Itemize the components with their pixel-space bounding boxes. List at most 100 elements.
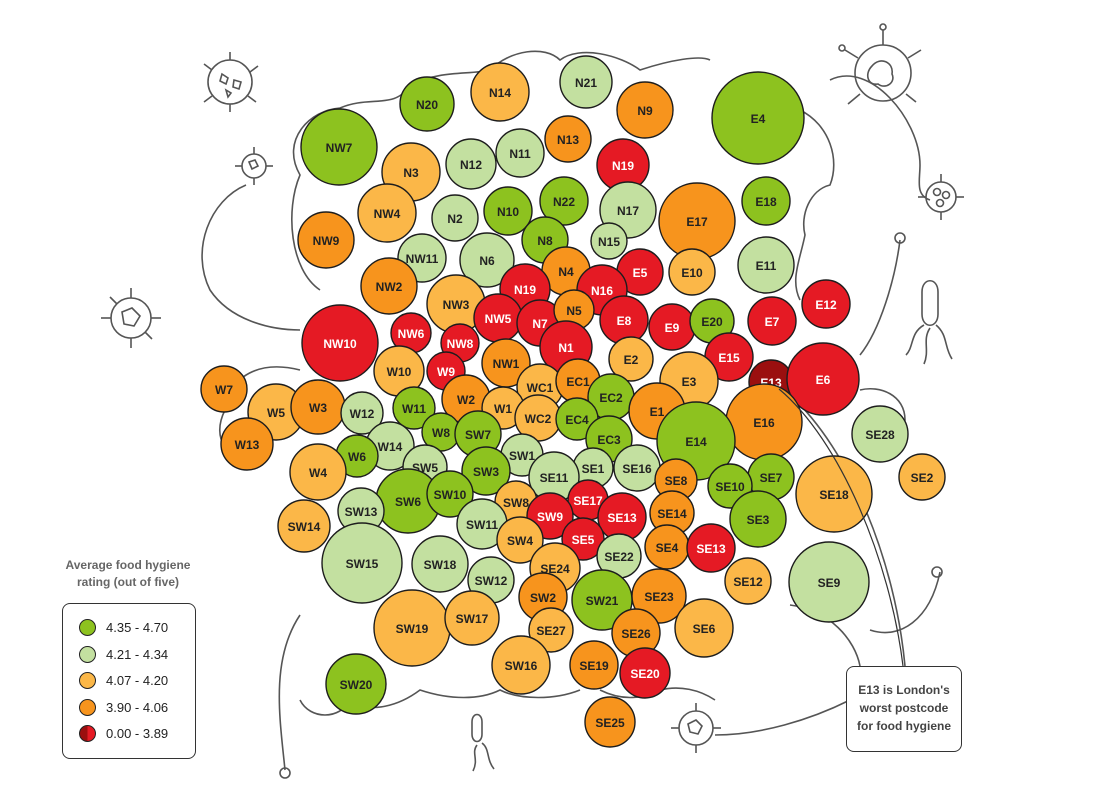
bubble-label-se5: SE5 — [572, 533, 595, 547]
bubble-label-sw15: SW15 — [346, 557, 379, 571]
bubble-circle-se25 — [584, 696, 636, 748]
germ-icon-1 — [203, 52, 259, 112]
postcode-bubble-sw17: SW17 — [444, 590, 500, 646]
postcode-bubble-sw10: SW10 — [426, 470, 474, 518]
legend-item-tier5: 0.00 - 3.89 — [79, 722, 168, 744]
postcode-bubble-nw5: NW5 — [473, 293, 523, 343]
bubble-label-e16: E16 — [753, 416, 775, 430]
bubble-label-sw12: SW12 — [475, 574, 508, 588]
bubble-label-n1: N1 — [558, 341, 574, 355]
legend-swatch-tier4 — [79, 698, 96, 716]
postcode-bubble-n12: N12 — [445, 138, 497, 190]
bubble-circle-sw18 — [411, 535, 469, 593]
postcode-bubble-sw11: SW11 — [456, 498, 508, 550]
bubble-circle-n10 — [483, 186, 533, 236]
bubble-label-w2: W2 — [457, 393, 475, 407]
bubble-label-ec1: EC1 — [566, 375, 590, 389]
bubble-label-sw19: SW19 — [396, 622, 429, 636]
bubble-label-se17: SE17 — [573, 494, 603, 508]
bubble-label-nw7: NW7 — [326, 141, 353, 155]
postcode-bubble-n11: N11 — [495, 128, 545, 178]
bubble-label-se16: SE16 — [622, 462, 652, 476]
bubble-label-sw6: SW6 — [395, 495, 421, 509]
bubble-circle-n15 — [590, 222, 628, 260]
bubble-label-se20: SE20 — [630, 667, 660, 681]
bubble-circle-se12 — [724, 557, 772, 605]
bubble-circle-sw20 — [325, 653, 387, 715]
legend-label-tier1: 4.35 - 4.70 — [106, 619, 169, 635]
bubble-label-sw14: SW14 — [288, 520, 321, 534]
bubble-label-nw3: NW3 — [443, 298, 470, 312]
bubble-label-n11: N11 — [509, 147, 531, 161]
postcode-bubble-n22: N22 — [539, 176, 589, 226]
postcode-bubble-n14: N14 — [470, 62, 530, 122]
postcode-bubble-e6: E6 — [786, 342, 860, 416]
bubble-circle-w7 — [200, 365, 248, 413]
legend-label-tier5: 0.00 - 3.89 — [106, 725, 169, 741]
bubble-label-e15: E15 — [718, 351, 740, 365]
bubble-circle-e2 — [608, 336, 654, 382]
bubble-label-se18: SE18 — [819, 488, 849, 502]
bubble-label-w11: W11 — [402, 402, 426, 416]
bubble-label-nw2: NW2 — [376, 280, 403, 294]
bubble-label-se22: SE22 — [604, 550, 634, 564]
bubble-label-e8: E8 — [617, 314, 632, 328]
bubble-label-se9: SE9 — [818, 576, 841, 590]
germ-icon-6 — [671, 703, 721, 753]
postcode-bubble-n5: N5 — [553, 289, 595, 331]
bubble-circle-nw4 — [357, 183, 417, 243]
postcode-bubble-sw13: SW13 — [337, 487, 385, 535]
legend-item-tier3: 4.07 - 4.20 — [79, 669, 168, 691]
bubble-label-sw3: SW3 — [473, 465, 499, 479]
postcode-bubble-se22: SE22 — [596, 533, 642, 579]
bubble-label-n19: N19 — [612, 159, 634, 173]
postcode-bubble-sw19: SW19 — [373, 589, 451, 667]
bubble-circle-se2 — [898, 453, 946, 501]
bubble-circle-n13 — [544, 115, 592, 163]
legend-label-tier2: 4.21 - 4.34 — [106, 646, 169, 662]
legend-item-tier4: 3.90 - 4.06 — [79, 696, 168, 718]
bubble-circle-se9 — [788, 541, 870, 623]
postcode-bubble-se20: SE20 — [619, 647, 671, 699]
bubble-label-sw2: SW2 — [530, 591, 556, 605]
bubble-circle-n21 — [559, 55, 613, 109]
bubble-circle-sw16 — [491, 635, 551, 695]
postcode-bubble-se2: SE2 — [898, 453, 946, 501]
bubble-label-nw10: NW10 — [323, 337, 357, 351]
bubble-circle-n9 — [616, 81, 674, 139]
postcode-bubble-e5: E5 — [616, 248, 664, 296]
bubble-label-e1: E1 — [650, 405, 665, 419]
bubble-label-n15: N15 — [598, 235, 620, 249]
postcode-bubble-se7: SE7 — [747, 453, 795, 501]
bubble-circle-n6 — [459, 232, 515, 288]
legend: 4.35 - 4.70 4.21 - 4.34 4.07 - 4.20 3.90… — [62, 603, 196, 759]
bubble-label-wc2: WC2 — [525, 412, 552, 426]
bubble-label-se24: SE24 — [540, 562, 570, 576]
postcode-bubble-sw3: SW3 — [461, 446, 511, 496]
postcode-bubble-se9: SE9 — [788, 541, 870, 623]
bubble-label-w7: W7 — [215, 383, 233, 397]
legend-title-line1: Average food hygiene — [65, 558, 191, 572]
bubble-circle-e7 — [747, 296, 797, 346]
bubble-circle-sw14 — [277, 499, 331, 553]
postcode-bubble-se4: SE4 — [644, 524, 690, 570]
bubble-label-e14: E14 — [685, 435, 707, 449]
bubble-label-n7: N7 — [532, 317, 548, 331]
bubble-label-wc1: WC1 — [527, 381, 554, 395]
bubble-circle-sw10 — [426, 470, 474, 518]
bubble-circle-sw3 — [461, 446, 511, 496]
bubble-label-w9: W9 — [437, 365, 455, 379]
bubble-label-nw8: NW8 — [447, 337, 474, 351]
postcode-bubble-sw20: SW20 — [325, 653, 387, 715]
bubble-label-ec3: EC3 — [597, 433, 621, 447]
postcode-bubble-n9: N9 — [616, 81, 674, 139]
bubble-label-n16: N16 — [591, 284, 613, 298]
postcode-bubble-sw15: SW15 — [321, 522, 403, 604]
postcode-bubbles: N20 N14 N21 N9 E4 NW7 N13 N12 N11 N3 N19 N22 N17 E17 E… — [200, 55, 946, 748]
postcode-bubble-n15: N15 — [590, 222, 628, 260]
bubble-label-w12: W12 — [350, 407, 375, 421]
legend-title-line2: rating (out of five) — [77, 575, 179, 589]
bubble-label-se4: SE4 — [656, 541, 679, 555]
bubble-circle-e4 — [711, 71, 805, 165]
bubble-label-se3: SE3 — [747, 513, 770, 527]
